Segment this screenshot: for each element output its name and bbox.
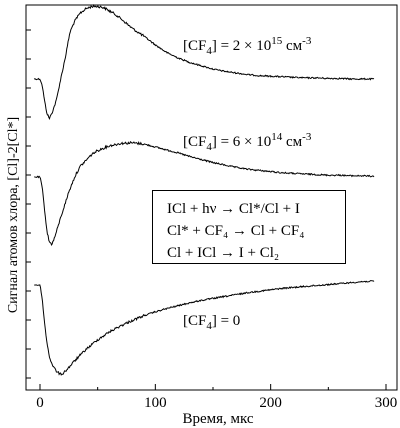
reaction-recombination: Cl + ICl → I + Cl₂ <box>167 245 280 261</box>
axis-labels: Время, мкс Сигнал атомов хлора, [Cl]-2[C… <box>6 117 254 427</box>
reaction-quenching: Cl* + CF₄ → Cl + CF₄ <box>167 223 305 239</box>
y-axis-label: Сигнал атомов хлора, [Cl]-2[Cl*] <box>6 117 21 313</box>
curve-label-mid-cf4: [CF4] = 6 × 1014 см-3 <box>183 131 312 153</box>
series-line-3 <box>34 280 375 376</box>
x-tick-label: 200 <box>259 395 282 411</box>
series-line-2 <box>34 141 375 246</box>
plot-border <box>25 4 398 391</box>
series-line-1 <box>33 3 375 121</box>
reaction-photolysis: ICl + hν → Cl*/Cl + I <box>167 201 300 217</box>
reaction-scheme-box: ICl + hν → Cl*/Cl + I Cl* + CF₄ → Cl + C… <box>152 190 346 264</box>
series-group <box>33 3 375 376</box>
x-axis-label: Время, мкс <box>182 411 253 427</box>
x-tick-label: 0 <box>36 395 44 411</box>
x-tick-label: 300 <box>375 395 398 411</box>
curve-label-high-cf4: [CF4] = 2 × 1015 см-3 <box>183 35 312 57</box>
curve-label-zero-cf4: [CF4] = 0 <box>183 313 241 332</box>
x-tick-label: 100 <box>144 395 167 411</box>
ticks: 0 100 200 300 <box>26 29 398 411</box>
plot-frame <box>25 4 398 391</box>
